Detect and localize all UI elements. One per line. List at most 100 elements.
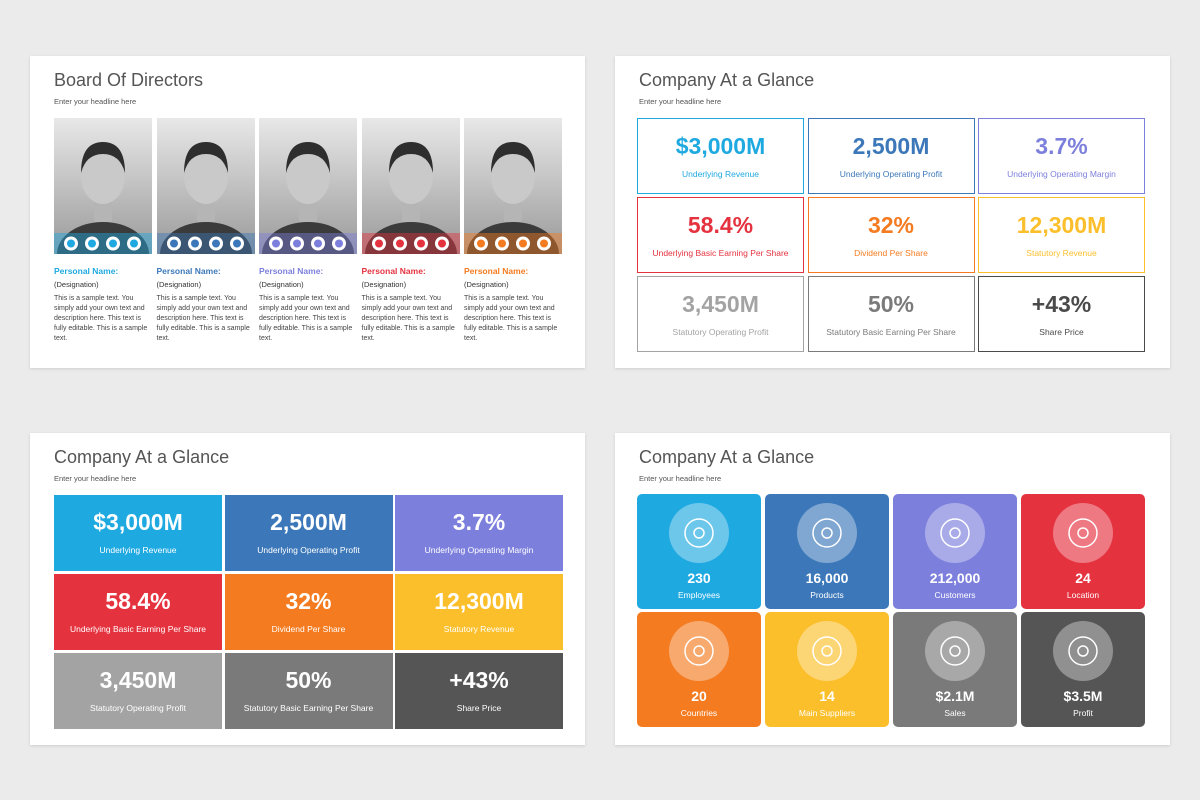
icon [797,621,857,681]
social-icon-dot [130,239,138,248]
stat-value: 3,450M [99,667,177,693]
stat-tile: 50% Statutory Basic Earning Per Share [224,653,393,729]
photo [361,118,460,254]
stat-tile: $3.5M Profit [1021,612,1145,727]
member-name: Personal Name: [259,266,324,276]
stat-tile: 50% Statutory Basic Earning Per Share [807,276,975,352]
icon [1053,503,1113,563]
neck [401,198,420,222]
social-icon-dot [477,239,485,248]
social-icon-dot [211,239,220,248]
social-icon-dot [540,239,548,248]
icon [669,503,729,563]
stat-label: Underlying Operating Profit [257,545,360,555]
stat-tile: 58.4% Underlying Basic Earning Per Share [637,197,804,273]
slide-title: Company At a Glance [639,447,815,467]
stat-value: $3.5M [1063,688,1103,704]
stat-value: 24 [1075,570,1091,586]
stat-tile: 58.4% Underlying Basic Earning Per Share [54,574,222,650]
slide-title: Company At a Glance [54,447,230,467]
stat-tile: 14 Main Suppliers [765,612,889,727]
neck [196,198,215,222]
social-icon-dot [335,239,343,248]
stat-value: 230 [687,570,711,586]
stat-label: Customers [934,590,976,600]
stat-label: Underlying Revenue [99,545,177,555]
social-icon-dot [293,239,301,248]
stat-tile: 24 Location [1021,494,1145,609]
stat-label: Profit [1073,708,1093,718]
stat-value: 50% [285,667,332,693]
member-designation: (Designation) [361,280,407,289]
slide-subtitle: Enter your headline here [54,474,137,483]
icon-circle [669,503,729,563]
hair [183,142,228,173]
stat-tile: 3,450M Statutory Operating Profit [637,276,804,352]
slide-subtitle: Enter your headline here [639,474,722,483]
stat-label: Employees [677,590,721,600]
social-icon-dot [232,239,241,248]
stat-value: 2,500M [852,133,930,159]
member-designation: (Designation) [259,280,304,289]
stat-value: 50% [867,291,915,317]
stat-tile: 3.7% Underlying Operating Margin [978,118,1145,194]
member-text: This is a sample text. You simply add yo… [464,295,558,342]
shoulders [467,222,559,254]
social-icon-dot [395,239,404,248]
icon [797,503,857,563]
social-band [54,233,152,254]
stat-label: Underlying Operating Profit [839,169,943,179]
stat-value: 32% [285,588,332,614]
member-name: Personal Name: [361,266,426,276]
icon [925,503,985,563]
social-icon-dot [314,239,322,248]
shoulders [364,222,457,254]
stat-label: Share Price [456,703,502,713]
head [286,148,330,204]
social-icon-dot [416,239,425,248]
member-text: This is a sample text. You simply add yo… [156,295,250,342]
member-name: Personal Name: [156,266,221,276]
social-band [464,233,562,254]
member-text: This is a sample text. You simply add yo… [361,295,455,342]
member-designation: (Designation) [54,280,99,289]
member-text: This is a sample text. You simply add yo… [54,295,148,342]
stat-tile: +43% Share Price [978,276,1145,352]
icon-circle [797,621,857,681]
stat-value: 3.7% [452,509,506,535]
member-designation: (Designation) [156,280,202,289]
icon-circle [669,621,729,681]
stat-label: Underlying Basic Earning Per Share [69,624,207,634]
stat-tile: +43% Share Price [395,653,563,729]
icon-core [949,645,961,657]
social-icon-dot [109,239,117,248]
social-icon-dot [190,239,199,248]
slide: Company At a Glance Enter your headline h… [615,56,1170,368]
head [388,148,433,204]
hair [81,142,125,173]
stat-value: $3,000M [675,133,766,159]
stat-tile: 212,000 Customers [893,494,1017,609]
icon-ring [684,518,714,548]
icon-core [693,645,705,657]
stat-value: 20 [691,688,707,704]
stat-tile: 12,300M Statutory Revenue [978,197,1145,273]
icon [1053,621,1113,681]
slide: Company At a Glance Enter your headline h… [615,433,1170,745]
social-band [259,233,357,254]
slide-subtitle: Enter your headline here [639,97,722,106]
stat-tile: $2.1M Sales [893,612,1017,727]
photo [156,118,255,254]
social-band [361,233,460,254]
stat-tile: 16,000 Products [765,494,889,609]
icon-core [693,527,705,539]
stat-value: 12,300M [1016,212,1107,238]
stat-label: Products [810,590,844,600]
head [183,148,228,204]
stat-tile: $3,000M Underlying Revenue [54,495,222,571]
stat-label: Statutory Operating Profit [90,703,186,713]
stat-label: Statutory Revenue [443,624,515,634]
photo [54,118,152,254]
stat-value: $3,000M [93,509,183,535]
